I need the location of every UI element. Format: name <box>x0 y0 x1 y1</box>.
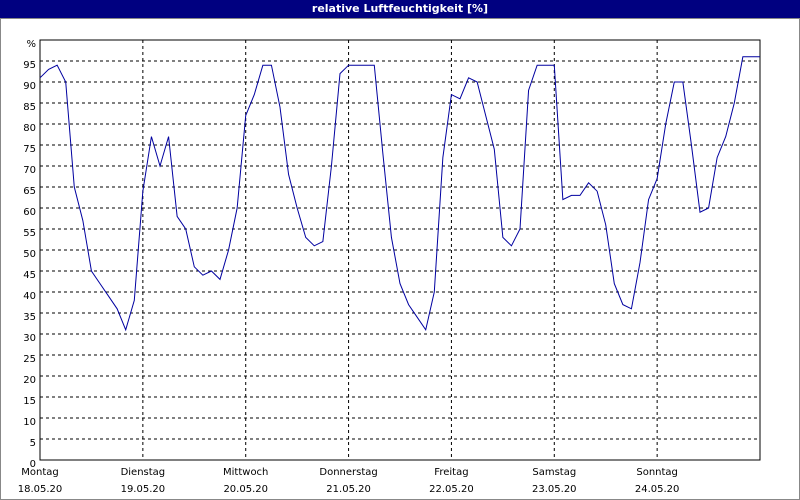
x-tick-label: Dienstag <box>121 467 166 478</box>
plot-border <box>39 39 761 461</box>
y-tick-label: 85 <box>23 102 36 113</box>
y-tick-label: 95 <box>23 60 36 71</box>
title-bar <box>0 0 800 18</box>
x-tick-date: 19.05.20 <box>121 484 166 495</box>
y-tick-label: 5 <box>30 438 36 449</box>
y-tick-label: 10 <box>23 417 36 428</box>
y-tick-label: 45 <box>23 270 36 281</box>
x-tick-label: Montag <box>21 467 58 478</box>
y-tick-label: % <box>26 39 36 50</box>
y-tick-label: 15 <box>23 396 36 407</box>
y-tick-label: 65 <box>23 186 36 197</box>
y-tick-label: 35 <box>23 312 36 323</box>
y-tick-label: 0 <box>30 459 36 470</box>
y-tick-label: 55 <box>23 228 36 239</box>
y-tick-label: 50 <box>23 249 36 260</box>
x-tick-date: 20.05.20 <box>223 484 268 495</box>
y-tick-label: 90 <box>23 81 36 92</box>
frame <box>0 18 800 500</box>
x-tick-label: Sonntag <box>636 467 678 478</box>
x-tick-label: Freitag <box>434 467 468 478</box>
y-tick-label: 25 <box>23 354 36 365</box>
chart-title: relative Luftfeuchtigkeit [%] <box>312 2 488 15</box>
data-line <box>39 56 760 332</box>
y-tick-label: 80 <box>23 123 36 134</box>
x-tick-date: 18.05.20 <box>18 484 63 495</box>
y-tick-label: 40 <box>23 291 36 302</box>
x-tick-date: 23.05.20 <box>532 484 577 495</box>
y-tick-label: 20 <box>23 375 36 386</box>
x-tick-label: Mittwoch <box>223 467 268 478</box>
y-tick-label: 60 <box>23 207 36 218</box>
y-tick-label: 70 <box>23 165 36 176</box>
x-tick-date: 22.05.20 <box>429 484 474 495</box>
x-tick-label: Samstag <box>532 467 576 478</box>
x-tick-date: 24.05.20 <box>635 484 680 495</box>
y-tick-label: 75 <box>23 144 36 155</box>
y-tick-label: 30 <box>23 333 36 344</box>
x-tick-date: 21.05.20 <box>326 484 371 495</box>
x-tick-label: Donnerstag <box>319 467 377 478</box>
